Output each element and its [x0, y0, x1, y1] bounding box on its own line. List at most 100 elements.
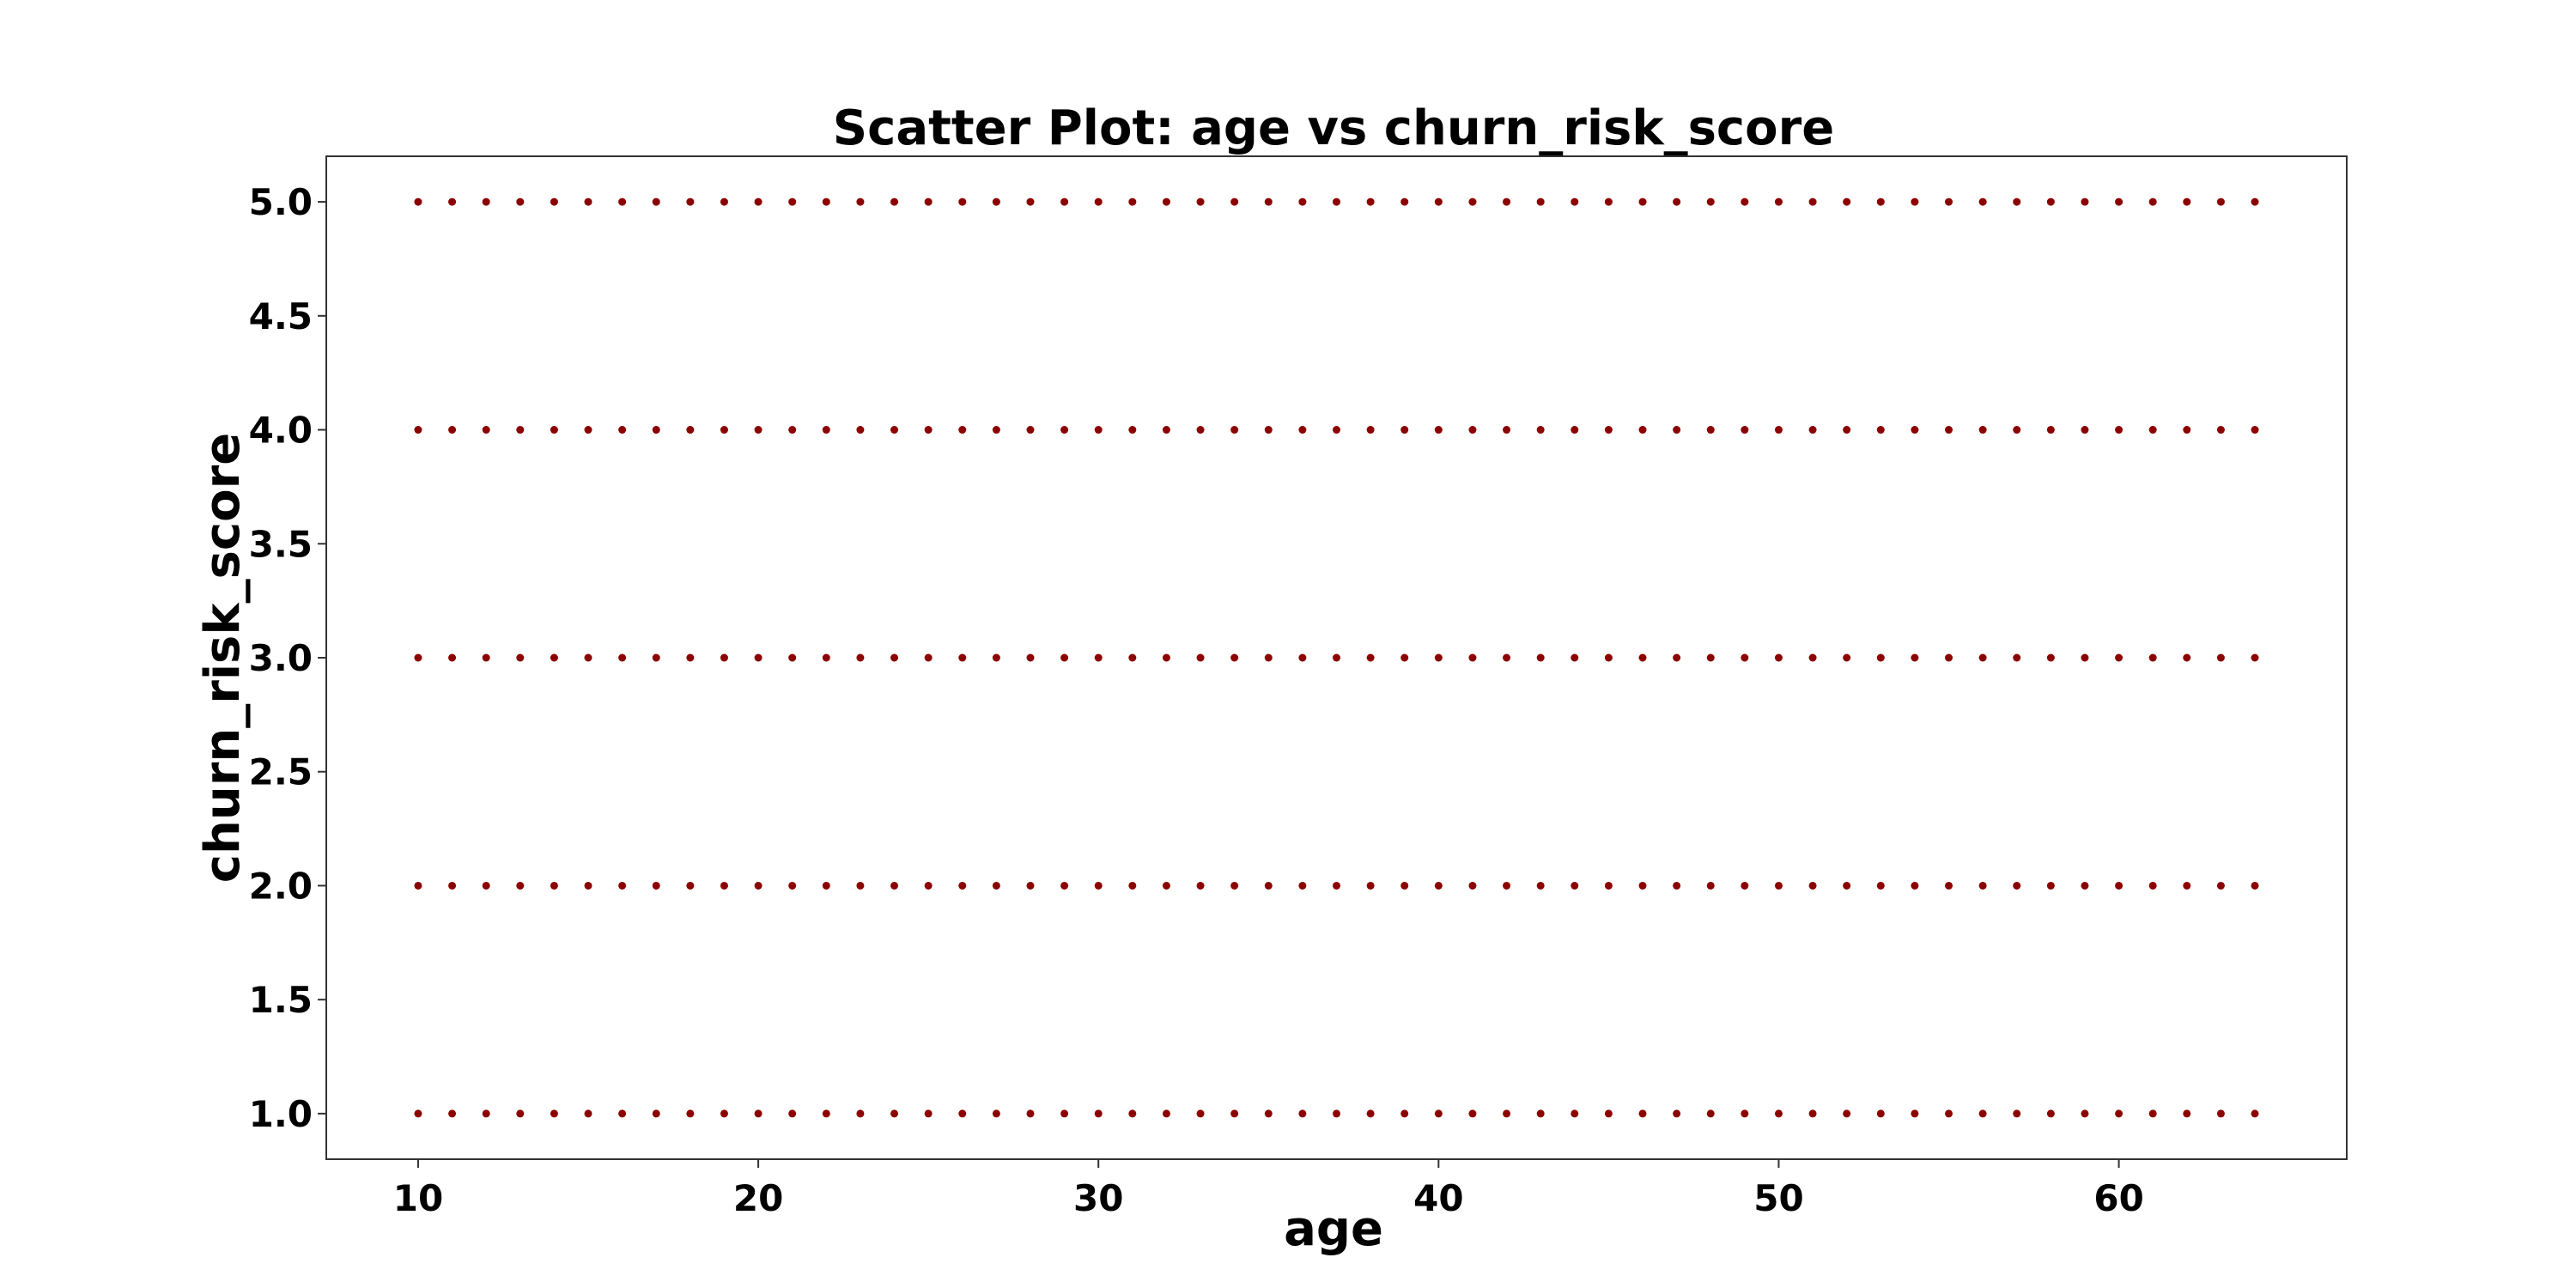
data-point: [1503, 197, 1511, 206]
data-point: [414, 1109, 422, 1118]
data-point: [1503, 881, 1511, 890]
data-point: [2216, 426, 2225, 434]
data-point: [1434, 1109, 1443, 1118]
data-point: [652, 881, 660, 890]
data-point: [2115, 1109, 2123, 1118]
data-point: [1026, 881, 1035, 890]
data-point: [1230, 426, 1239, 434]
data-point: [1026, 653, 1035, 662]
data-point: [1604, 881, 1613, 890]
data-point: [1196, 426, 1205, 434]
data-point: [1978, 1109, 1987, 1118]
data-point: [2216, 1109, 2225, 1118]
data-point: [516, 426, 525, 434]
data-point: [1706, 426, 1715, 434]
data-point: [550, 881, 558, 890]
data-point: [2013, 426, 2021, 434]
data-point: [1196, 1109, 1205, 1118]
data-point: [2251, 653, 2259, 662]
data-point: [1604, 197, 1613, 206]
data-point: [1434, 653, 1443, 662]
data-point: [1571, 197, 1579, 206]
data-point: [1264, 653, 1273, 662]
data-point: [1230, 1109, 1239, 1118]
data-point: [618, 653, 627, 662]
data-point: [482, 881, 490, 890]
data-point: [2251, 197, 2259, 206]
data-point: [2046, 426, 2055, 434]
data-point: [958, 653, 967, 662]
data-points: [414, 197, 2259, 1118]
data-point: [1945, 197, 1953, 206]
data-point: [1876, 881, 1885, 890]
data-point: [1366, 197, 1375, 206]
x-tick-label: 10: [393, 1177, 443, 1219]
data-point: [992, 881, 1000, 890]
data-point: [1128, 426, 1137, 434]
data-point: [2115, 197, 2123, 206]
data-point: [1978, 426, 1987, 434]
data-point: [1876, 1109, 1885, 1118]
data-point: [1741, 197, 1749, 206]
data-point: [652, 197, 660, 206]
y-tick-label: 4.5: [249, 295, 313, 337]
data-point: [822, 1109, 830, 1118]
data-point: [1503, 1109, 1511, 1118]
data-point: [1468, 653, 1477, 662]
data-point: [584, 653, 592, 662]
data-point: [2148, 653, 2157, 662]
data-point: [516, 881, 525, 890]
data-point: [1774, 197, 1783, 206]
data-point: [584, 1109, 592, 1118]
data-point: [2081, 653, 2089, 662]
data-point: [1128, 197, 1137, 206]
data-point: [1298, 197, 1307, 206]
data-point: [1298, 653, 1307, 662]
data-point: [1843, 197, 1851, 206]
data-point: [856, 426, 865, 434]
data-point: [958, 197, 967, 206]
data-point: [1673, 1109, 1681, 1118]
data-point: [1333, 197, 1340, 206]
data-point: [1706, 1109, 1715, 1118]
data-point: [788, 1109, 797, 1118]
data-point: [1196, 881, 1205, 890]
data-point: [1196, 197, 1205, 206]
data-point: [1774, 881, 1783, 890]
data-point: [2148, 1109, 2157, 1118]
y-tick-label: 3.5: [249, 523, 313, 565]
data-point: [754, 426, 762, 434]
data-point: [1876, 653, 1885, 662]
data-point: [1571, 881, 1579, 890]
data-point: [924, 426, 933, 434]
data-point: [890, 1109, 899, 1118]
y-tick-label: 3.0: [249, 637, 313, 679]
y-tick-label: 4.0: [249, 410, 313, 452]
data-point: [1264, 426, 1273, 434]
data-point: [550, 426, 558, 434]
data-point: [1298, 426, 1307, 434]
data-point: [788, 653, 797, 662]
data-point: [1468, 426, 1477, 434]
data-point: [1911, 197, 1919, 206]
data-point: [414, 426, 422, 434]
data-point: [856, 653, 865, 662]
data-point: [1536, 197, 1545, 206]
data-point: [1366, 653, 1375, 662]
data-point: [584, 197, 592, 206]
data-point: [890, 881, 899, 890]
data-point: [1945, 653, 1953, 662]
data-point: [2216, 197, 2225, 206]
data-point: [1945, 1109, 1953, 1118]
data-point: [1536, 653, 1545, 662]
data-point: [1128, 1109, 1137, 1118]
data-point: [2216, 653, 2225, 662]
x-axis-ticks: 10 20 30 40 50 60: [393, 1159, 2144, 1219]
data-point: [856, 1109, 865, 1118]
data-point: [1774, 1109, 1783, 1118]
data-point: [788, 426, 797, 434]
x-axis-label: age: [1284, 1201, 1383, 1257]
data-point: [924, 197, 933, 206]
data-point: [2081, 1109, 2089, 1118]
